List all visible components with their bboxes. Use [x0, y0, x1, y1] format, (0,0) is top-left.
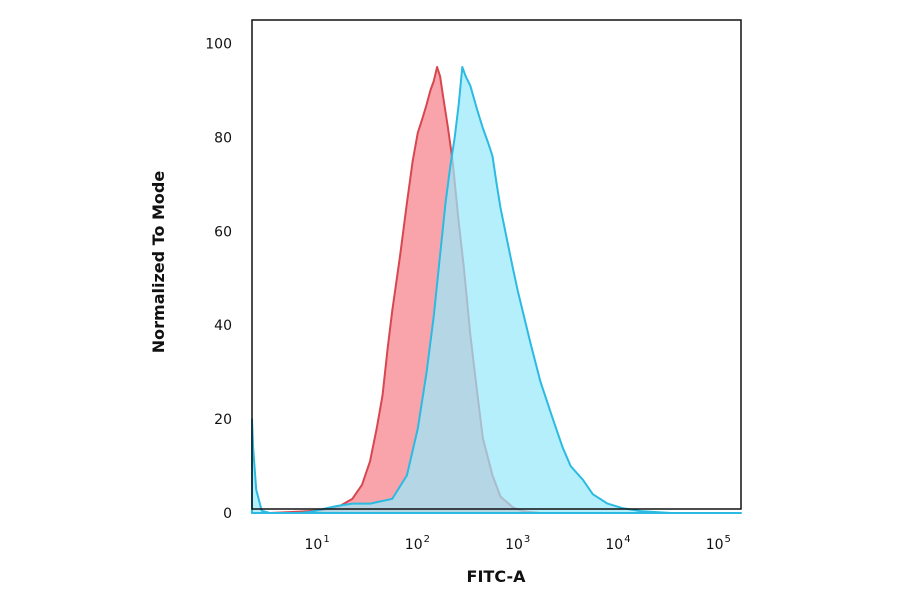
x-axis-label: FITC-A	[467, 567, 527, 586]
y-tick-label: 0	[223, 506, 232, 522]
y-tick-label: 40	[214, 318, 232, 334]
plot-frame	[251, 19, 742, 510]
y-tick-label: 20	[214, 412, 232, 428]
y-tick-label: 100	[205, 37, 232, 53]
x-tick-label: 105	[706, 534, 731, 553]
y-axis-ticks: 0 20 40 60 80 100	[205, 37, 232, 523]
antibody-stained-area	[251, 66, 742, 514]
x-tick-label: 102	[405, 534, 430, 553]
y-tick-label: 60	[214, 224, 232, 240]
x-axis-ticks: 101 102 103 104 105	[304, 534, 730, 553]
y-axis-label: Normalized To Mode	[149, 171, 168, 354]
x-tick-label: 103	[505, 534, 530, 553]
x-tick-label: 101	[304, 534, 329, 553]
y-tick-label: 80	[214, 130, 232, 146]
x-tick-label: 104	[605, 534, 630, 553]
series-layer	[251, 66, 742, 514]
